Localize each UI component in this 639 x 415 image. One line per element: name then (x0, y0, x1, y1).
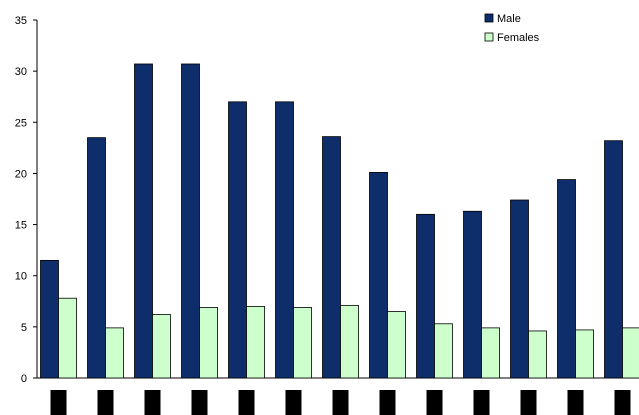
y-tick-label: 5 (21, 322, 27, 334)
bar-females (575, 329, 594, 379)
bar-male (557, 179, 576, 379)
bar-male (87, 137, 106, 379)
bar-females (58, 297, 77, 379)
category-marker (332, 390, 349, 415)
bar-females (387, 311, 406, 379)
category-marker (567, 390, 584, 415)
category-marker (520, 390, 537, 415)
legend-swatch-females (484, 32, 494, 42)
bar-females (152, 314, 171, 379)
y-tick-label: 35 (15, 15, 27, 27)
category-marker (144, 390, 161, 415)
category-marker (614, 390, 631, 415)
bars (40, 63, 639, 379)
bar-females (340, 304, 359, 379)
legend: Male Females (484, 13, 540, 44)
legend-swatch-male (484, 13, 494, 23)
bar-male (322, 136, 341, 379)
category-marker (97, 390, 114, 415)
category-marker (238, 390, 255, 415)
bar-male (228, 101, 247, 379)
bar-females (246, 305, 265, 379)
bar-females (199, 307, 218, 379)
y-tick-label: 30 (15, 66, 27, 78)
bar-male (181, 63, 200, 379)
bar-male (463, 210, 482, 379)
category-marker (50, 390, 67, 415)
legend-label-females: Females (497, 32, 540, 44)
bar-male (416, 213, 435, 379)
y-tick-label: 15 (15, 220, 27, 232)
y-tick-label: 25 (15, 117, 27, 129)
category-marker (426, 390, 443, 415)
bar-male (40, 259, 59, 379)
bar-male (510, 199, 529, 379)
y-tick-label: 10 (15, 271, 27, 283)
category-marker (379, 390, 396, 415)
bar-male (369, 172, 388, 379)
bar-females (528, 330, 547, 379)
y-tick-label: 20 (15, 168, 27, 180)
bar-females (434, 323, 453, 379)
bar-females (622, 327, 639, 379)
bar-male (275, 101, 294, 379)
category-marker (191, 390, 208, 415)
category-markers (50, 390, 631, 415)
category-marker (285, 390, 302, 415)
bar-male (604, 140, 623, 379)
bar-females (105, 327, 124, 379)
bar-females (293, 307, 312, 379)
y-tick-label: 0 (21, 373, 27, 385)
bar-male (134, 63, 153, 379)
bar-females (481, 327, 500, 379)
category-marker (473, 390, 490, 415)
legend-label-male: Male (497, 13, 521, 25)
